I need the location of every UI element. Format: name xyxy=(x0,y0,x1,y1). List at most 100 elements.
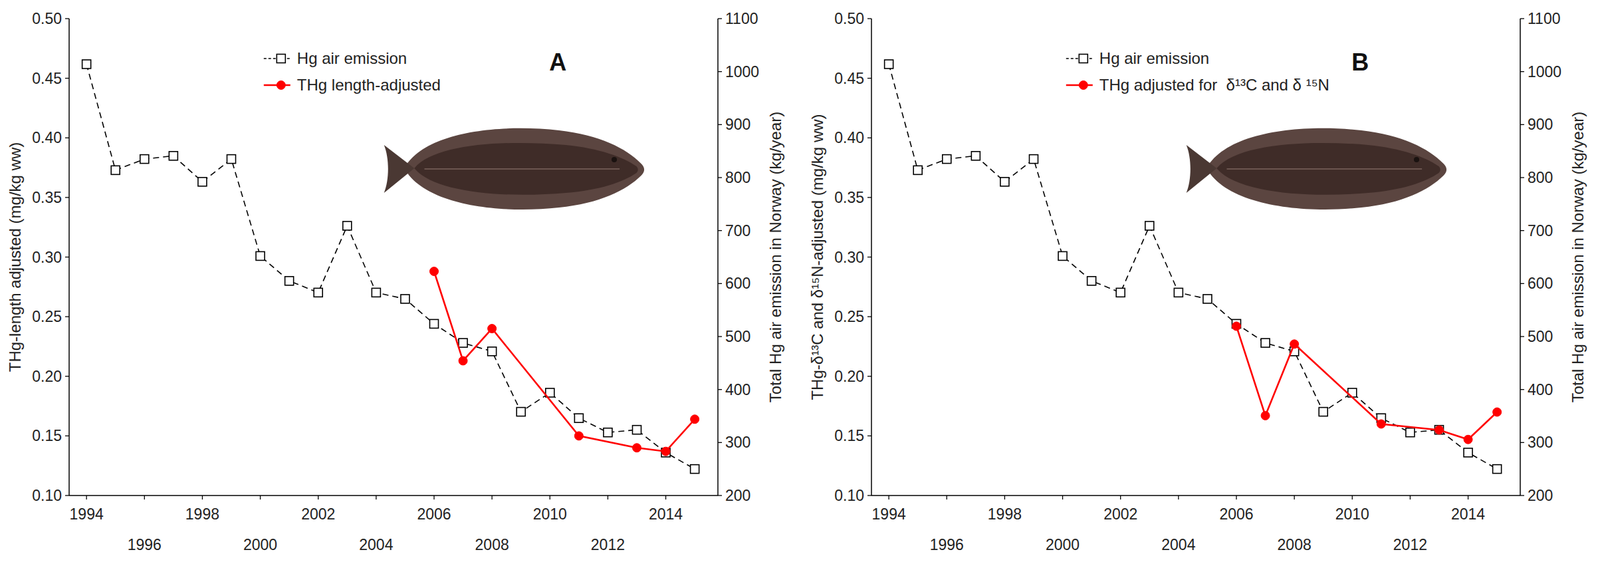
y2-tick xyxy=(717,494,722,496)
plot-data xyxy=(884,59,1502,474)
data-point xyxy=(1435,425,1444,435)
y2-axis-title: Total Hg air emission in Norway (kg/year… xyxy=(1568,111,1587,403)
x-tick xyxy=(665,495,667,500)
y2-tick xyxy=(717,442,722,443)
y2-axis xyxy=(717,18,719,496)
data-point xyxy=(1492,407,1502,417)
data-point xyxy=(168,151,178,161)
legend-marker xyxy=(1078,81,1088,90)
y-tick xyxy=(867,137,872,139)
data-point xyxy=(400,294,410,304)
series-line xyxy=(434,271,695,452)
data-point xyxy=(487,346,497,356)
data-point xyxy=(458,338,468,347)
y-tick xyxy=(867,375,872,377)
y2-tick-label: 200 xyxy=(1527,486,1553,504)
data-point xyxy=(661,446,671,456)
x-tick-label: 2006 xyxy=(416,505,451,523)
y2-tick-label: 400 xyxy=(725,380,751,399)
data-point xyxy=(1173,287,1183,297)
x-tick xyxy=(1062,495,1063,500)
fish-eye xyxy=(1413,156,1420,163)
y2-axis xyxy=(1519,18,1521,496)
fish-body xyxy=(1216,142,1440,195)
x-tick xyxy=(259,495,261,500)
data-point xyxy=(603,428,613,437)
fish-fin xyxy=(1206,128,1447,210)
y-tick xyxy=(65,435,70,437)
data-point xyxy=(140,154,149,164)
y2-tick xyxy=(1520,124,1525,125)
x-axis xyxy=(69,494,718,496)
y-tick-label: 0.35 xyxy=(31,188,62,207)
data-point xyxy=(82,59,92,69)
y2-tick-label: 200 xyxy=(725,486,751,504)
x-tick-label: 2012 xyxy=(1393,535,1428,554)
x-tick xyxy=(317,495,319,500)
y-tick-label: 0.30 xyxy=(834,248,865,266)
legend-label: Hg air emission xyxy=(297,49,407,68)
x-tick-label: 2000 xyxy=(1045,535,1080,554)
y-tick xyxy=(867,196,872,198)
x-tick-label: 2014 xyxy=(648,505,683,523)
y2-tick xyxy=(717,176,722,178)
x-tick-label: 2000 xyxy=(243,535,278,554)
data-point xyxy=(1000,177,1010,187)
y2-tick-label: 600 xyxy=(1527,274,1553,292)
y2-tick-label: 500 xyxy=(725,327,751,345)
y2-tick xyxy=(1520,335,1525,337)
data-point xyxy=(1318,407,1328,417)
y2-tick-label: 1100 xyxy=(725,9,758,28)
y-tick-label: 0.25 xyxy=(834,307,865,326)
y-tick xyxy=(65,17,70,19)
y-tick xyxy=(65,375,70,377)
data-point xyxy=(971,151,980,161)
x-tick-label: 2014 xyxy=(1451,505,1486,523)
data-point xyxy=(285,276,294,286)
y2-tick xyxy=(1520,283,1525,284)
data-point xyxy=(942,154,952,164)
y2-tick-label: 800 xyxy=(725,168,751,187)
y2-tick xyxy=(1520,176,1525,178)
x-tick xyxy=(1235,495,1237,500)
x-tick xyxy=(1352,495,1353,500)
data-point xyxy=(313,287,323,297)
x-tick xyxy=(549,495,551,500)
x-tick-label: 1998 xyxy=(987,505,1022,523)
data-point xyxy=(430,267,439,276)
x-tick-label: 2002 xyxy=(301,505,336,523)
data-point xyxy=(1029,154,1039,164)
data-point xyxy=(1435,425,1444,435)
y-tick-label: 0.45 xyxy=(31,69,62,88)
y2-tick-label: 700 xyxy=(1527,222,1553,240)
fish-tail xyxy=(1186,144,1218,193)
data-point xyxy=(1376,419,1386,429)
fish-illustration xyxy=(384,128,645,210)
x-tick-label: 2006 xyxy=(1219,505,1254,523)
x-tick-label: 2008 xyxy=(1277,535,1312,554)
y2-tick-label: 900 xyxy=(1527,115,1553,133)
y-tick xyxy=(65,315,70,317)
y-tick-label: 0.50 xyxy=(834,9,865,28)
y2-tick-label: 300 xyxy=(725,433,751,451)
x-tick xyxy=(1293,495,1295,500)
data-point xyxy=(1290,339,1299,349)
y-axis-title: THg-δ¹³C and δ¹⁵N-adjusted (mg/kg ww) xyxy=(808,113,827,400)
y2-tick-label: 900 xyxy=(725,115,751,133)
y2-tick xyxy=(717,388,722,390)
y2-tick xyxy=(1520,71,1525,72)
data-point xyxy=(1232,321,1242,331)
panel: 0.100.150.200.250.300.350.400.450.502003… xyxy=(5,9,785,554)
y-tick xyxy=(867,315,872,317)
legend-label: THg length-adjusted xyxy=(297,75,441,94)
x-tick xyxy=(85,495,87,500)
legend: Hg air emissionTHg adjusted for δ¹³C and… xyxy=(1066,49,1330,94)
fish-lateral-line xyxy=(424,168,620,170)
y2-tick xyxy=(717,124,722,125)
data-point xyxy=(574,431,583,441)
data-point xyxy=(690,414,700,424)
y-tick-label: 0.10 xyxy=(834,486,865,504)
data-point xyxy=(632,425,642,435)
y-tick xyxy=(867,256,872,258)
data-point xyxy=(1058,251,1067,260)
